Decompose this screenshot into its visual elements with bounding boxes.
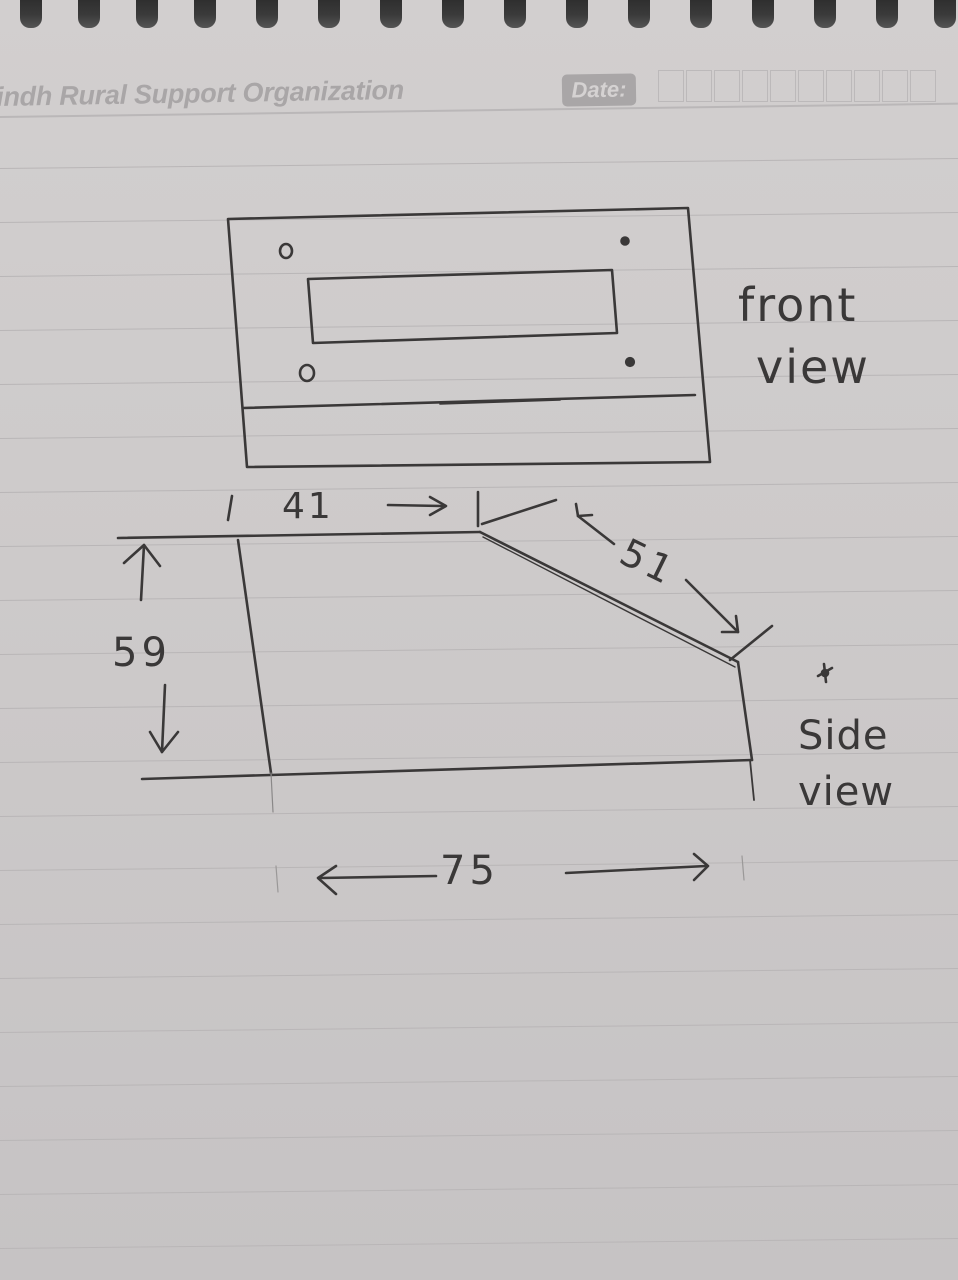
- date-box: [826, 70, 852, 102]
- date-box: [658, 70, 684, 102]
- spiral-binding: [0, 0, 958, 30]
- side-view-slope: [478, 530, 740, 664]
- side-view-label-line-1: Side: [798, 713, 889, 759]
- dimension-width-label: 75: [440, 848, 499, 894]
- front-view-base-line: [241, 393, 697, 410]
- dim-41-marks: [226, 490, 480, 528]
- front-view-outline: [226, 206, 712, 469]
- spiral-ring: [934, 0, 956, 28]
- spiral-ring: [256, 0, 278, 28]
- date-box: [686, 70, 712, 102]
- spiral-ring: [628, 0, 650, 28]
- front-view-label-line-1: front: [738, 278, 858, 332]
- date-box: [854, 70, 880, 102]
- date-box: [882, 70, 908, 102]
- spiral-ring: [20, 0, 42, 28]
- spiral-ring: [136, 0, 158, 28]
- dimension-top-label: 41: [282, 486, 334, 527]
- side-view: [116, 530, 755, 813]
- side-view-slope-double: [482, 536, 736, 668]
- spiral-ring: [442, 0, 464, 28]
- asterisk-mark: [816, 662, 834, 684]
- front-hole-bottom-right: [624, 356, 636, 368]
- spiral-ring: [318, 0, 340, 28]
- spiral-ring: [814, 0, 836, 28]
- front-hole-top-left: [278, 242, 294, 260]
- side-view-right: [736, 660, 754, 762]
- date-box: [770, 70, 796, 102]
- side-view-right-tail: [749, 759, 755, 801]
- side-view-left-tail: [270, 772, 274, 813]
- spiral-ring: [194, 0, 216, 28]
- front-view-label: front view: [738, 274, 870, 398]
- dim-59-marks: [122, 543, 180, 754]
- front-hole-top-right: [620, 236, 630, 246]
- side-view-label-line-2: view: [798, 769, 895, 815]
- side-view-label: Side view: [798, 708, 894, 820]
- dimension-height-label: 59: [112, 630, 171, 676]
- spiral-ring: [690, 0, 712, 28]
- date-box: [910, 70, 936, 102]
- side-view-left: [236, 538, 273, 775]
- date-box: [742, 70, 768, 102]
- spiral-ring: [380, 0, 402, 28]
- spiral-ring: [504, 0, 526, 28]
- front-view-base-double: [439, 399, 561, 405]
- date-box: [714, 70, 740, 102]
- spiral-ring: [566, 0, 588, 28]
- date-box: [798, 70, 824, 102]
- front-hole-bottom-left: [298, 363, 316, 383]
- front-view: [226, 206, 712, 469]
- front-view-slot: [306, 268, 619, 345]
- spiral-ring: [752, 0, 774, 28]
- dim-51-marks: [480, 498, 774, 662]
- front-view-label-line-2: view: [756, 340, 870, 394]
- spiral-ring: [876, 0, 898, 28]
- dim-75-marks: [275, 852, 745, 896]
- side-view-bottom: [140, 758, 754, 781]
- side-view-top: [116, 530, 482, 540]
- spiral-ring: [78, 0, 100, 28]
